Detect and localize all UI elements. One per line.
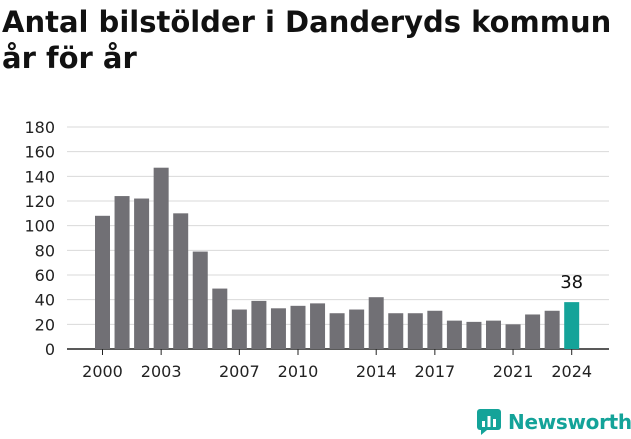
x-axis-ticks: 2000 2003 2007 2010 2014 2017 2021 2024 <box>82 349 592 381</box>
x-tick-label: 2021 <box>493 362 534 381</box>
bar-2013 <box>349 309 365 349</box>
bar-2024 <box>564 302 580 349</box>
bar-2000 <box>95 215 110 349</box>
bar-2006 <box>212 288 228 349</box>
bar-2014 <box>368 297 384 349</box>
y-tick-label: 140 <box>24 167 55 186</box>
data-label-2024: 38 <box>560 272 583 293</box>
bar-2010 <box>290 305 306 349</box>
bars <box>95 167 580 349</box>
x-tick-label: 2017 <box>414 362 455 381</box>
bar-2011 <box>310 303 326 349</box>
x-tick-label: 2014 <box>356 362 397 381</box>
x-tick-label: 2000 <box>82 362 123 381</box>
x-tick-label: 2010 <box>278 362 319 381</box>
bar-2016 <box>407 313 423 349</box>
bar-2008 <box>251 300 267 349</box>
data-labels: 38 <box>560 272 583 293</box>
y-tick-label: 60 <box>35 266 55 285</box>
bar-2005 <box>192 251 208 349</box>
bar-2001 <box>114 196 130 349</box>
bar-2004 <box>173 213 189 349</box>
bar-2017 <box>427 310 443 349</box>
bar-2020 <box>486 320 501 349</box>
bar-2009 <box>270 308 286 349</box>
bar-2015 <box>388 313 404 349</box>
bar-2022 <box>525 314 541 349</box>
y-tick-label: 160 <box>24 143 55 162</box>
y-tick-label: 80 <box>35 241 55 260</box>
newsworthy-logo-text: Newsworthy <box>508 410 631 434</box>
y-tick-label: 100 <box>24 217 55 236</box>
chart-title: Antal bilstölder i Danderyds kommun år f… <box>2 5 612 75</box>
bar-2023 <box>544 310 560 349</box>
bar-2002 <box>134 198 150 349</box>
bar-2021 <box>505 324 521 349</box>
x-tick-label: 2003 <box>141 362 182 381</box>
y-tick-label: 180 <box>24 118 55 137</box>
bar-2019 <box>466 321 482 349</box>
bar-2007 <box>231 309 247 349</box>
y-tick-label: 40 <box>35 291 55 310</box>
bar-2018 <box>446 320 462 349</box>
bar-2003 <box>153 167 169 349</box>
y-tick-label: 120 <box>24 192 55 211</box>
x-tick-label: 2024 <box>551 362 592 381</box>
y-tick-label: 20 <box>35 315 55 334</box>
newsworthy-logo: Newsworthy <box>476 407 631 437</box>
bar-2012 <box>329 313 345 349</box>
x-tick-label: 2007 <box>219 362 260 381</box>
newsworthy-logo-icon <box>477 409 501 435</box>
y-tick-label: 0 <box>45 340 55 359</box>
y-axis-ticks: 0 20 40 60 80 100 120 140 160 180 <box>24 118 55 359</box>
